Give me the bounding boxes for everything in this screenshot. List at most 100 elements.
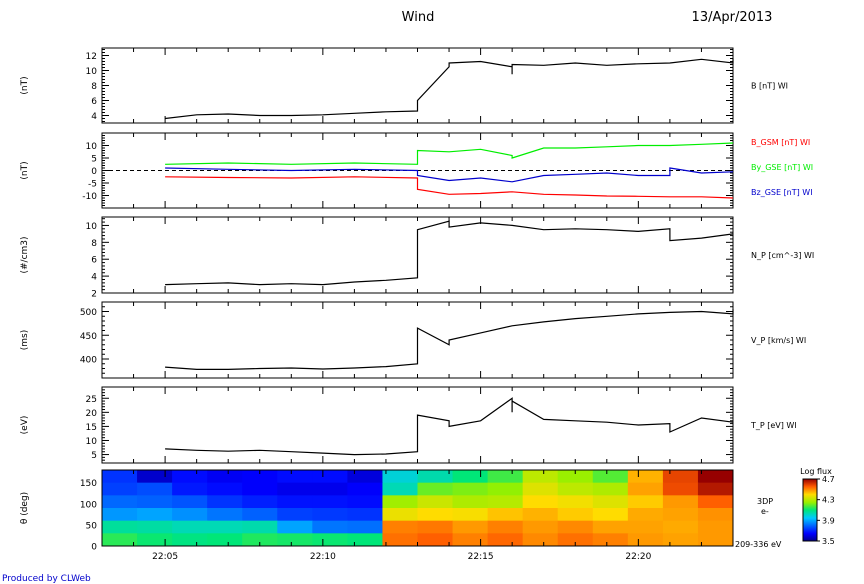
panel-5: 5 10 15 20 25 (eV) T_P [eV] WI [20,386,797,464]
heatmap-cell [487,470,524,484]
y-tick-label: 100 [80,500,97,510]
y-tick-label: -10 [82,192,97,202]
heatmap-cell [417,508,454,522]
heatmap-cell [487,533,524,547]
heatmap-cell [102,533,138,547]
heatmap-cell [207,470,243,484]
series-line-b_gsm [165,176,734,199]
y-tick-label: 150 [80,479,97,489]
y-tick-label: 450 [80,332,97,342]
heatmap-cell [452,520,489,534]
detector-label: 3DP [757,497,773,506]
y-tick-label: 10 [86,437,98,447]
y-tick-label: 5 [91,155,97,165]
heatmap-cell [102,495,138,509]
heatmap-cell [242,470,278,484]
heatmap-cell [592,520,629,534]
heatmap-cell [627,533,664,547]
heatmap-cell [277,495,313,509]
heatmap-cell [137,482,173,496]
heatmap-cell [557,520,594,534]
heatmap-cell [137,508,173,522]
heatmap-cell [137,533,173,547]
series-label: N_P [cm^-3] WI [751,251,814,260]
heatmap-cell [347,520,383,534]
y-tick-label: 8 [91,239,97,249]
heatmap-cell [662,508,699,522]
colorbar-tick-label: 3.9 [822,516,835,525]
series-line-n_p [165,220,734,286]
y-tick-label: 10 [86,67,98,77]
colorbar-tick-label: 4.7 [822,475,835,484]
heatmap-cell [242,533,278,547]
panel-frame [101,47,734,124]
heatmap-cell [242,508,278,522]
heatmap-cell [697,482,734,496]
y-axis-label: (#/cm3) [20,236,30,273]
heatmap-cell [382,482,418,496]
y-tick-label: 15 [86,423,97,433]
heatmap-cell [277,520,313,534]
series-label: V_P [km/s] WI [751,336,806,345]
heatmap-cell [417,470,454,484]
heatmap-cell [697,520,734,534]
heatmap-cell [662,470,699,484]
panel-6: 0 50 100 150 θ (deg) 22:05 22:10 22:15 22:20 3DPe… [20,467,835,562]
heatmap-cell [347,533,383,547]
heatmap-cell [417,482,454,496]
series-line-by_gse [165,142,734,165]
date-title: 13/Apr/2013 [692,10,773,25]
series-line-bz_gse [165,167,734,183]
heatmap-cell [627,482,664,496]
heatmap-cell [627,520,664,534]
heatmap-cell [242,482,278,496]
heatmap-cell [172,482,208,496]
heatmap-cell [522,482,559,496]
heatmap-cell [522,470,559,484]
heatmap-cell [557,482,594,496]
y-tick-label: 6 [91,256,97,266]
heatmap-cell [662,520,699,534]
heatmap-cell [102,508,138,522]
y-axis-label: (ms) [20,330,30,350]
y-tick-label: 12 [86,52,97,62]
heatmap-cell [207,482,243,496]
heatmap-cell [697,508,734,522]
heatmap-cell [277,508,313,522]
heatmap-cell [522,495,559,509]
heatmap-cell [417,533,454,547]
y-tick-label: 0 [91,167,97,177]
heatmap-cell [172,508,208,522]
heatmap-cell [522,508,559,522]
x-tick-label: 22:20 [625,552,651,562]
heatmap-cell [102,482,138,496]
y-tick-label: 4 [91,273,97,283]
y-tick-label: 50 [86,521,98,531]
heatmap-cell [382,495,418,509]
heatmap-cell [382,520,418,534]
heatmap-cell [277,533,313,547]
y-tick-label: -5 [88,180,97,190]
colorbar-tick-label: 3.5 [822,537,835,546]
x-tick-label: 22:10 [310,552,336,562]
panel-4: 400 450 500 (ms) V_P [km/s] WI [20,301,806,379]
heatmap-cell [662,495,699,509]
heatmap-cell [522,533,559,547]
panel-3: 2 4 6 8 10 (#/cm3) N_P [cm^-3] WI [20,216,814,300]
heatmap-cell [242,520,278,534]
heatmap-cell [312,482,348,496]
heatmap-cell [382,508,418,522]
y-tick-label: 4 [91,112,97,122]
heatmap-cell [592,495,629,509]
heatmap-cell [172,520,208,534]
heatmap-cell [102,470,138,484]
y-axis-label: (nT) [20,76,30,94]
series-line-t_p [165,397,734,456]
y-axis-label: (nT) [20,161,30,179]
heatmap-cell [557,470,594,484]
heatmap-cell [452,533,489,547]
y-tick-label: 20 [86,409,98,419]
heatmap-cell [452,470,489,484]
heatmap-cell [522,520,559,534]
heatmap-cell [487,482,524,496]
